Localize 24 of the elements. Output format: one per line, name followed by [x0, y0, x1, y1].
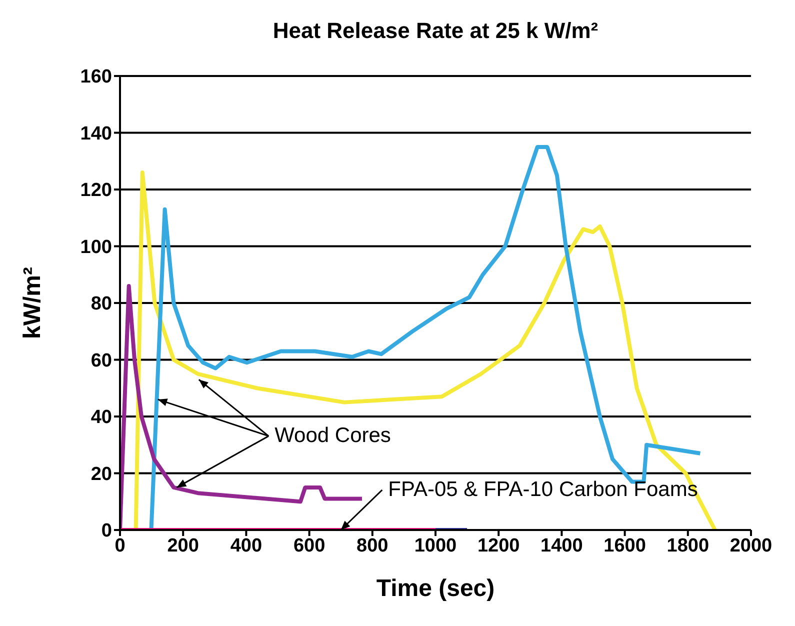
x-tick-label: 1800 — [666, 535, 710, 556]
x-tick-label: 1200 — [477, 535, 520, 556]
chart-title: Heat Release Rate at 25 k W/m² — [272, 18, 598, 43]
x-tick-label: 1000 — [414, 535, 457, 556]
y-tick-label: 80 — [90, 294, 112, 315]
y-tick-label: 0 — [101, 520, 112, 542]
y-axis-title: kW/m² — [19, 266, 46, 340]
x-tick-label: 800 — [356, 535, 388, 556]
x-tick-label: 2000 — [730, 535, 772, 556]
y-tick-label: 120 — [80, 180, 112, 202]
y-tick-label: 20 — [90, 464, 112, 485]
x-tick-label: 400 — [230, 535, 262, 556]
x-tick-label: 200 — [167, 535, 199, 556]
annotation: Wood Cores — [274, 424, 391, 448]
y-tick-label: 40 — [90, 407, 112, 428]
x-tick-label: 0 — [114, 535, 126, 556]
y-tick-label: 160 — [80, 66, 112, 88]
y-tick-label: 140 — [80, 123, 112, 144]
x-tick-label: 1600 — [604, 535, 646, 556]
y-tick-label: 60 — [90, 350, 112, 372]
y-tick-label: 100 — [80, 236, 112, 258]
x-tick-label: 600 — [293, 535, 326, 556]
x-tick-label: 1400 — [540, 535, 583, 556]
x-axis-title: Time (sec) — [376, 575, 495, 602]
